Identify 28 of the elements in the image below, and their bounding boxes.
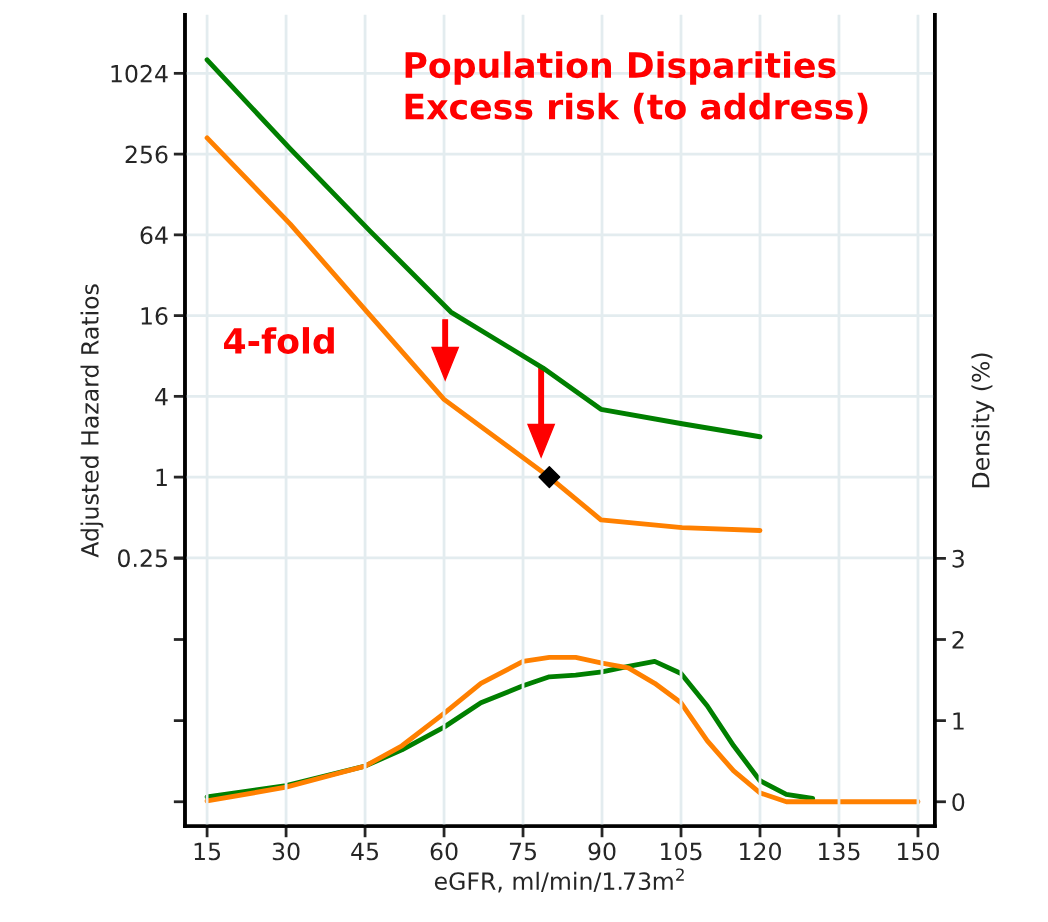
- x-tick-label: 30: [272, 842, 300, 861]
- y2-tick-label: 1: [953, 712, 964, 730]
- y-tick-label: 0.25: [117, 549, 167, 568]
- x-tick-label: 45: [351, 842, 379, 861]
- y-tick-label: 256: [125, 145, 168, 164]
- y-tick-label: 64: [140, 226, 168, 245]
- x-tick-label: 15: [194, 842, 221, 861]
- x-tick-label: 60: [430, 842, 458, 861]
- y-tick-label: 1: [156, 468, 167, 487]
- x-tick-label: 90: [588, 842, 616, 861]
- x-tick-label: 135: [819, 842, 860, 861]
- annotation: Population Disparities Excess risk (to address): [405, 51, 868, 124]
- y-axis-title: Adjusted Hazard Ratios: [80, 284, 104, 558]
- annotation: 4-fold: [224, 327, 334, 354]
- x-tick-label: 105: [661, 842, 702, 861]
- line-series: [204, 654, 921, 805]
- y-tick-label: 4: [155, 388, 168, 406]
- x-tick-label: 75: [509, 842, 536, 861]
- x-axis-title: eGFR, ml/min/1.73m$^{2}$: [434, 868, 684, 893]
- y2-tick-label: 0: [952, 793, 965, 812]
- y2-tick-label: 2: [952, 630, 964, 649]
- y2-tick-label: 3: [952, 549, 964, 568]
- x-tick-label: 150: [898, 842, 939, 861]
- y-tick-label: 1024: [111, 64, 168, 83]
- y2-axis-title: Density (%): [971, 353, 995, 488]
- y-tick-label: 16: [141, 307, 168, 325]
- line-series: [204, 135, 763, 533]
- x-tick-label: 120: [740, 842, 781, 861]
